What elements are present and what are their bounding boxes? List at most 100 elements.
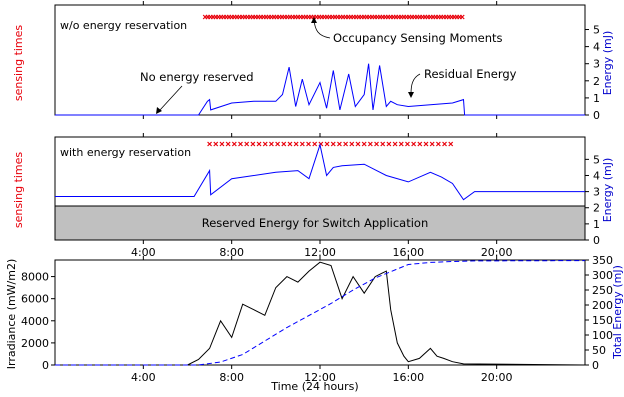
sensing-marker xyxy=(417,141,423,147)
sensing-marker xyxy=(225,141,231,147)
sensing-marker xyxy=(435,141,441,147)
x-tick-label: 8:00 xyxy=(219,371,244,384)
reserved-energy-band xyxy=(55,206,585,240)
right-tick-label: 200 xyxy=(592,299,613,312)
left-tick-label: 8000 xyxy=(21,271,49,284)
sensing-marker xyxy=(262,141,268,147)
irradiance-line xyxy=(55,261,586,366)
left-tick-label: 6000 xyxy=(21,293,49,306)
sensing-marker xyxy=(281,141,287,147)
panel-3-xlabel: Time (24 hours) xyxy=(270,380,358,393)
panel-2-sensing-markers xyxy=(207,141,454,147)
y-tick-label: 4 xyxy=(593,41,600,54)
panel-1-x-ticks xyxy=(142,1,498,119)
sensing-marker xyxy=(306,141,311,147)
y-tick-label: 1 xyxy=(593,218,600,231)
panel-3: Irradiance (mW/m2) Total Energy (mJ) Tim… xyxy=(5,254,624,393)
total-energy-line xyxy=(55,260,586,366)
sensing-marker xyxy=(343,141,349,147)
sensing-marker xyxy=(275,141,281,147)
sensing-marker xyxy=(423,141,429,147)
sensing-marker xyxy=(287,141,293,147)
no-reserve-annotation: No energy reserved xyxy=(140,70,254,84)
x-tick-label: 16:00 xyxy=(392,246,424,259)
x-tick-label: 20:00 xyxy=(481,246,513,259)
panel-3-left-ylabel: Irradiance (mW/m2) xyxy=(5,259,18,370)
panel-1-energy-line xyxy=(55,63,585,116)
y-tick-label: 0 xyxy=(593,109,600,122)
sensing-marker xyxy=(442,141,447,147)
x-tick-label: 4:00 xyxy=(131,371,156,384)
residual-arrowhead xyxy=(408,92,414,98)
sensing-marker xyxy=(299,141,305,147)
panel-3-left-ticks: 0 2000 4000 6000 8000 xyxy=(21,271,55,372)
sensing-marker xyxy=(374,141,379,147)
right-tick-label: 50 xyxy=(592,344,606,357)
right-tick-label: 250 xyxy=(592,284,613,297)
sensing-marker xyxy=(405,141,410,147)
sensing-marker xyxy=(337,141,342,147)
sensing-marker xyxy=(386,141,392,147)
sensing-marker xyxy=(293,141,299,147)
panel-2-right-ylabel: Energy (mJ) xyxy=(601,158,614,223)
panel-2: Reserved Energy for Switch Application w… xyxy=(12,133,614,259)
right-tick-label: 350 xyxy=(592,254,613,267)
right-tick-label: 150 xyxy=(592,314,613,327)
panel-3-right-ticks: 0 50 100 150 200 250 300 350 xyxy=(585,254,613,372)
occupancy-annotation: Occupancy Sensing Moments xyxy=(333,31,503,45)
panel-1-label: w/o energy reservation xyxy=(60,19,187,32)
sensing-marker xyxy=(429,141,435,147)
panel-1-y-ticks: 0 1 2 3 4 5 xyxy=(585,24,600,122)
x-tick-label: 4:00 xyxy=(131,246,156,259)
x-tick-label: 16:00 xyxy=(392,371,424,384)
panel-1-sensing-markers xyxy=(202,14,465,20)
y-tick-label: 2 xyxy=(593,75,600,88)
panel-2-x-ticks: 4:00 8:00 12:00 16:00 20:00 xyxy=(131,133,513,259)
sensing-marker xyxy=(349,141,355,147)
panel-3-x-ticks: 4:00 8:00 12:00 16:00 20:00 xyxy=(131,256,513,384)
y-tick-label: 0 xyxy=(593,234,600,247)
sensing-marker xyxy=(250,141,256,147)
panel-3-right-ylabel: Total Energy (mJ) xyxy=(611,265,624,360)
panel-1: w/o energy reservation sensing times Ene… xyxy=(12,1,614,122)
sensing-marker xyxy=(392,141,398,147)
panel-3-frame xyxy=(54,259,586,366)
panel-2-label: with energy reservation xyxy=(60,146,191,159)
sensing-marker xyxy=(207,141,213,147)
panel-1-right-ylabel: Energy (mJ) xyxy=(601,31,614,96)
reserved-energy-label: Reserved Energy for Switch Application xyxy=(202,216,429,230)
y-tick-label: 4 xyxy=(593,169,600,182)
panel-1-left-ylabel: sensing times xyxy=(12,25,25,102)
x-tick-label: 12:00 xyxy=(304,246,336,259)
sensing-marker xyxy=(238,141,243,147)
no-reserve-arrowhead xyxy=(156,107,162,114)
sensing-marker xyxy=(324,141,330,147)
panel-2-left-ylabel: sensing times xyxy=(12,152,25,229)
panel-2-y-ticks: 0 1 2 3 4 5 xyxy=(585,153,600,247)
left-tick-label: 0 xyxy=(42,359,49,372)
right-tick-label: 300 xyxy=(592,269,613,282)
y-tick-label: 1 xyxy=(593,92,600,105)
x-tick-label: 20:00 xyxy=(481,371,513,384)
sensing-marker xyxy=(219,141,225,147)
sensing-marker xyxy=(398,141,404,147)
sensing-marker xyxy=(448,141,454,147)
sensing-marker xyxy=(330,141,336,147)
y-tick-label: 5 xyxy=(593,24,600,37)
x-tick-label: 12:00 xyxy=(304,371,336,384)
sensing-marker xyxy=(361,141,367,147)
right-tick-label: 100 xyxy=(592,329,613,342)
x-tick-label: 8:00 xyxy=(219,246,244,259)
sensing-marker xyxy=(231,141,237,147)
sensing-marker xyxy=(268,141,274,147)
sensing-marker xyxy=(312,141,318,147)
sensing-marker xyxy=(355,141,361,147)
left-tick-label: 2000 xyxy=(21,337,49,350)
residual-annotation: Residual Energy xyxy=(424,67,517,81)
sensing-marker xyxy=(367,141,373,147)
no-reserve-arrow xyxy=(159,85,183,111)
sensing-marker xyxy=(213,141,219,147)
panel-2-energy-line xyxy=(55,142,585,201)
occupancy-arrowhead xyxy=(311,17,317,23)
